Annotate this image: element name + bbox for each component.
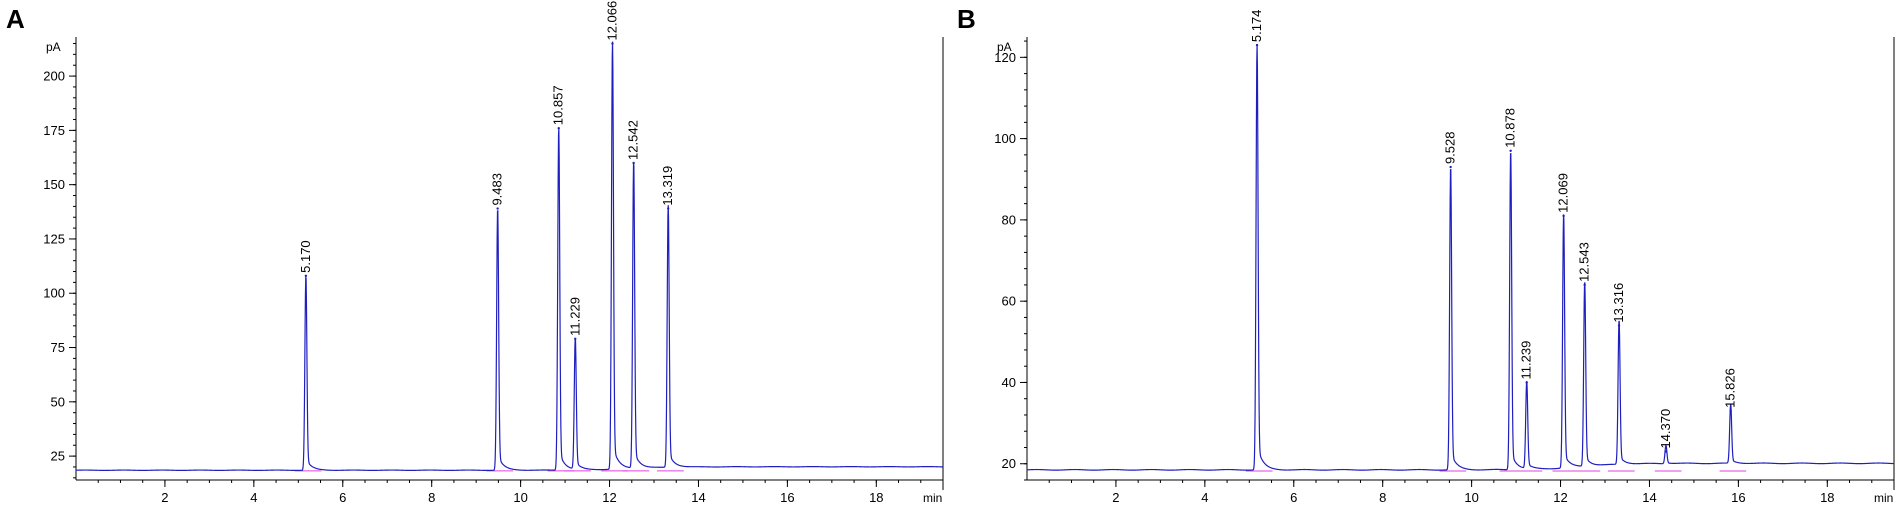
y-tick-label: 80 — [1002, 212, 1016, 227]
peak-apex — [1583, 283, 1586, 287]
peak-apex — [611, 42, 614, 45]
chromatogram-trace — [75, 41, 944, 471]
x-tick-label: 10 — [513, 490, 527, 505]
peak-apex — [1729, 409, 1732, 413]
x-tick-label: 4 — [1201, 490, 1208, 505]
peak-apex — [1664, 450, 1668, 453]
x-axis-unit-label: min — [923, 491, 942, 505]
x-tick-label: 14 — [1642, 490, 1656, 505]
peak-retention-label: 9.528 — [1443, 132, 1458, 165]
chromatogram-a-plot: 25 50 75 100 125 150 175 200 pA 2 4 6 8 10 12 14 16 18 min… — [43, 1, 944, 505]
x-tick-label: 2 — [1112, 490, 1119, 505]
x-tick-label: 18 — [1820, 490, 1834, 505]
x-tick-label: 12 — [602, 490, 616, 505]
peak-apex — [574, 337, 577, 341]
x-tick-label: 6 — [339, 490, 346, 505]
y-tick-label: 200 — [43, 69, 65, 84]
y-tick-label: 120 — [994, 50, 1016, 65]
peak-apex — [557, 127, 560, 130]
peak-retention-label: 9.483 — [490, 173, 505, 206]
chromatogram-trace — [1026, 44, 1895, 471]
peak-retention-label: 12.066 — [604, 1, 619, 41]
peak-retention-label: 11.229 — [567, 297, 582, 336]
y-tick-label: 175 — [43, 123, 65, 138]
x-tick-label: 6 — [1290, 490, 1297, 505]
x-tick-label: 8 — [428, 490, 435, 505]
peak-retention-label: 13.316 — [1611, 283, 1626, 323]
peak-retention-label: 11.239 — [1519, 341, 1534, 380]
y-tick-label: 100 — [994, 131, 1016, 146]
x-tick-label: 18 — [869, 490, 883, 505]
x-tick-label: 16 — [1731, 490, 1745, 505]
x-axis-unit-label: min — [1874, 491, 1893, 505]
peak-retention-label: 15.826 — [1723, 368, 1738, 408]
peak-retention-label: 5.174 — [1249, 10, 1264, 43]
y-tick-label: 50 — [51, 394, 65, 409]
peak-apex — [1509, 149, 1512, 152]
peak-retention-label: 10.857 — [551, 85, 566, 125]
panel-letter-b: B — [957, 4, 976, 34]
x-tick-label: 14 — [691, 490, 705, 505]
x-tick-label: 10 — [1464, 490, 1478, 505]
peak-retention-label: 12.543 — [1577, 242, 1592, 282]
y-tick-label: 40 — [1002, 375, 1016, 390]
peak-retention-label: 10.878 — [1503, 108, 1518, 148]
peak-apex — [666, 207, 670, 210]
x-tick-label: 2 — [161, 490, 168, 505]
x-tick-label: 4 — [250, 490, 257, 505]
x-tick-label: 12 — [1553, 490, 1567, 505]
y-axis-unit-label: pA — [46, 40, 61, 54]
y-tick-label: 20 — [1002, 456, 1016, 471]
peak-retention-label: 14.370 — [1658, 409, 1673, 449]
y-tick-label: 150 — [43, 177, 65, 192]
y-tick-label: 100 — [43, 286, 65, 301]
peak-apex — [632, 161, 635, 165]
y-tick-label: 60 — [1002, 294, 1016, 309]
x-tick-label: 16 — [780, 490, 794, 505]
x-tick-label: 8 — [1379, 490, 1386, 505]
peak-apex — [1449, 165, 1452, 169]
panel-letter-a: A — [6, 4, 25, 34]
y-tick-label: 25 — [51, 449, 65, 464]
peak-apex — [496, 207, 499, 210]
peak-apex — [304, 274, 308, 278]
peak-apex — [1525, 381, 1528, 384]
chromatogram-panel-b: B 20 40 60 80 100 120 pA 2 4 6 8 10 12 14 16 18 min 5.174… — [951, 0, 1902, 527]
peak-apex — [1255, 43, 1259, 47]
peak-retention-label: 5.170 — [298, 240, 313, 273]
chromatogram-panel-a: A 25 50 75 100 125 150 175 200 pA 2 4 6 8 10 12 14 16 18 m… — [0, 0, 951, 527]
y-tick-label: 125 — [43, 231, 65, 246]
peak-retention-label: 12.069 — [1556, 173, 1571, 213]
y-axis-unit-label: pA — [997, 40, 1012, 54]
peak-retention-label: 12.542 — [626, 120, 641, 160]
peak-retention-label: 13.319 — [660, 166, 675, 206]
peak-apex — [1617, 324, 1621, 327]
y-tick-label: 75 — [51, 340, 65, 355]
peak-apex — [1562, 214, 1565, 218]
